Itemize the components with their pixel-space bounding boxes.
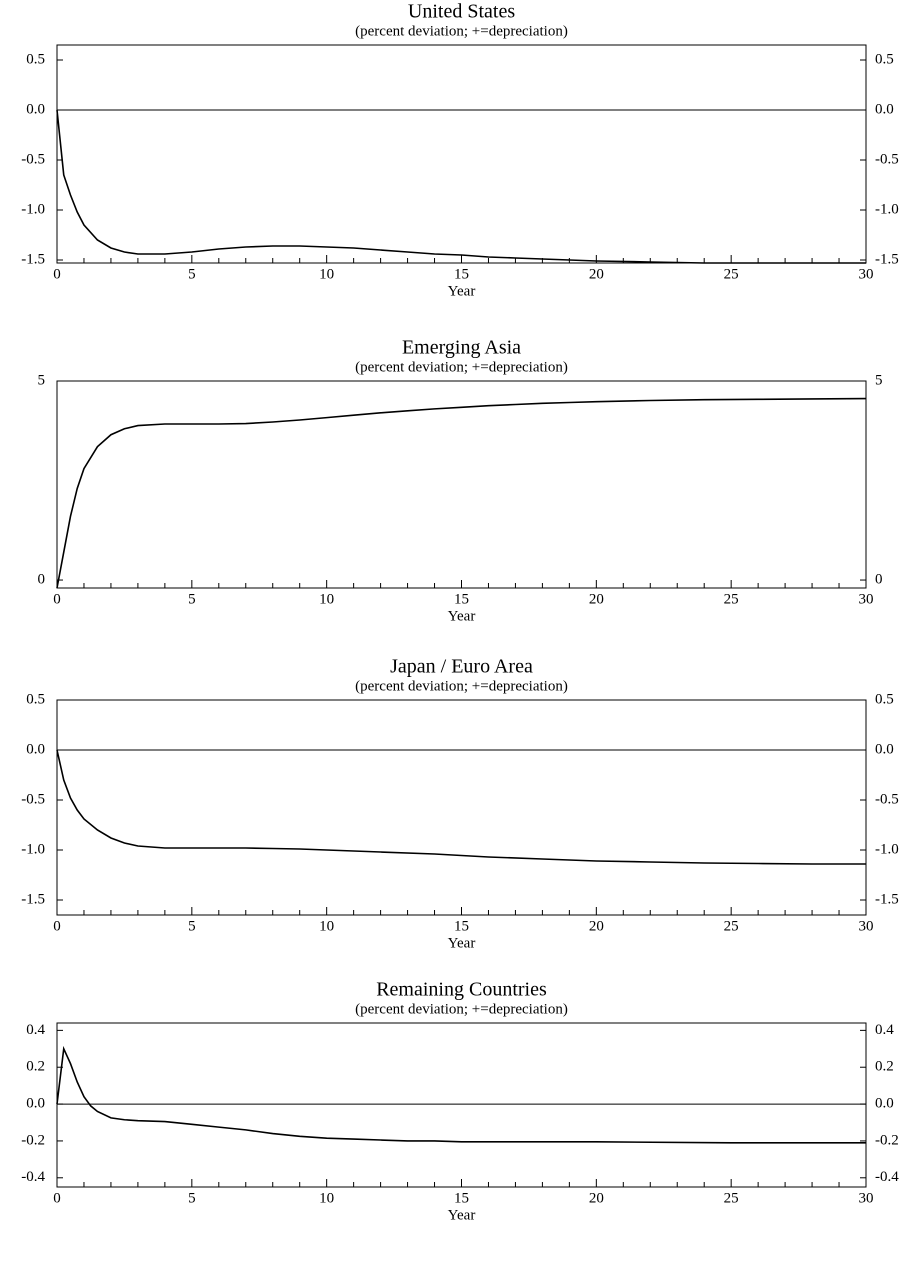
plot-frame (56, 699, 867, 916)
y-tick-label-right: 0.5 (875, 51, 894, 67)
x-tick-label: 5 (188, 918, 196, 934)
y-tick-label-right: -0.5 (875, 151, 899, 167)
y-tick-label: 0.4 (26, 1022, 45, 1038)
y-tick-label: 5 (38, 372, 46, 388)
chart-title: United States (408, 1, 515, 23)
y-tick-label-right: -0.5 (875, 791, 899, 807)
x-tick-label: 0 (53, 918, 61, 934)
y-tick-label: -0.5 (21, 791, 45, 807)
y-tick-label-right: -0.4 (875, 1169, 899, 1185)
x-tick-label: 10 (319, 591, 334, 607)
y-tick-label-right: 5 (875, 372, 883, 388)
plot-frame (56, 1022, 867, 1188)
chart-title: Japan / Euro Area (390, 656, 533, 678)
x-tick-label: 0 (53, 1190, 61, 1206)
y-tick-label: 0.5 (26, 691, 45, 707)
plot-frame (56, 44, 867, 264)
x-tick-label: 15 (454, 1190, 469, 1206)
y-tick-label: -1.0 (21, 201, 45, 217)
x-tick-label: 5 (188, 266, 196, 282)
x-tick-label: 5 (188, 1190, 196, 1206)
chart-title: Emerging Asia (402, 337, 521, 359)
y-tick-label: 0.5 (26, 51, 45, 67)
x-tick-label: 30 (859, 591, 874, 607)
y-tick-label-right: -1.0 (875, 201, 899, 217)
y-tick-label-right: -1.0 (875, 841, 899, 857)
y-tick-label-right: 0.0 (875, 741, 894, 757)
x-tick-label: 25 (724, 266, 739, 282)
y-tick-label: -0.4 (21, 1169, 45, 1185)
y-tick-label: 0.0 (26, 1096, 45, 1112)
x-tick-label: 25 (724, 1190, 739, 1206)
chart-subtitle: (percent deviation; +=depreciation) (355, 23, 568, 39)
x-tick-label: 30 (859, 1190, 874, 1206)
x-tick-label: 15 (454, 918, 469, 934)
y-tick-label-right: 0.2 (875, 1059, 894, 1075)
x-tick-label: 20 (589, 1190, 604, 1206)
x-tick-label: 0 (53, 591, 61, 607)
x-axis-label: Year (448, 283, 476, 299)
y-tick-label-right: 0.0 (875, 1096, 894, 1112)
x-tick-label: 15 (454, 266, 469, 282)
data-line (56, 749, 866, 865)
y-tick-label: 0 (38, 571, 46, 587)
y-tick-label: 0.0 (26, 101, 45, 117)
data-line (56, 397, 867, 589)
x-tick-label: 10 (319, 266, 334, 282)
x-tick-label: 30 (859, 266, 874, 282)
y-tick-label: -1.5 (21, 891, 45, 907)
x-tick-label: 10 (319, 918, 334, 934)
chart-subtitle: (percent deviation; +=depreciation) (355, 678, 568, 694)
data-line (56, 109, 866, 264)
x-tick-label: 15 (454, 591, 469, 607)
x-tick-label: 10 (319, 1190, 334, 1206)
y-tick-label-right: -1.5 (875, 251, 899, 267)
chart-subtitle: (percent deviation; +=depreciation) (355, 359, 568, 375)
y-tick-label: -1.5 (21, 251, 45, 267)
y-tick-label-right: -1.5 (875, 891, 899, 907)
x-axis-label: Year (448, 1207, 476, 1223)
y-tick-label: 0.0 (26, 741, 45, 757)
y-tick-label: 0.2 (26, 1059, 45, 1075)
x-axis-label: Year (448, 935, 476, 951)
plot-frame (56, 380, 867, 589)
y-tick-label-right: 0.4 (875, 1022, 894, 1038)
x-tick-label: 0 (53, 266, 61, 282)
x-tick-label: 5 (188, 591, 196, 607)
y-tick-label: -1.0 (21, 841, 45, 857)
x-tick-label: 25 (724, 591, 739, 607)
y-tick-label: -0.2 (21, 1132, 45, 1148)
chart-title: Remaining Countries (376, 979, 547, 1001)
x-tick-label: 20 (589, 591, 604, 607)
y-tick-label-right: -0.2 (875, 1132, 899, 1148)
chart-subtitle: (percent deviation; +=depreciation) (355, 1001, 568, 1017)
x-axis-label: Year (448, 608, 476, 624)
x-tick-label: 25 (724, 918, 739, 934)
y-tick-label-right: 0 (875, 571, 883, 587)
y-tick-label: -0.5 (21, 151, 45, 167)
x-tick-label: 20 (589, 266, 604, 282)
y-tick-label-right: 0.5 (875, 691, 894, 707)
x-tick-label: 20 (589, 918, 604, 934)
y-tick-label-right: 0.0 (875, 101, 894, 117)
data-line (56, 1045, 866, 1144)
x-tick-label: 30 (859, 918, 874, 934)
